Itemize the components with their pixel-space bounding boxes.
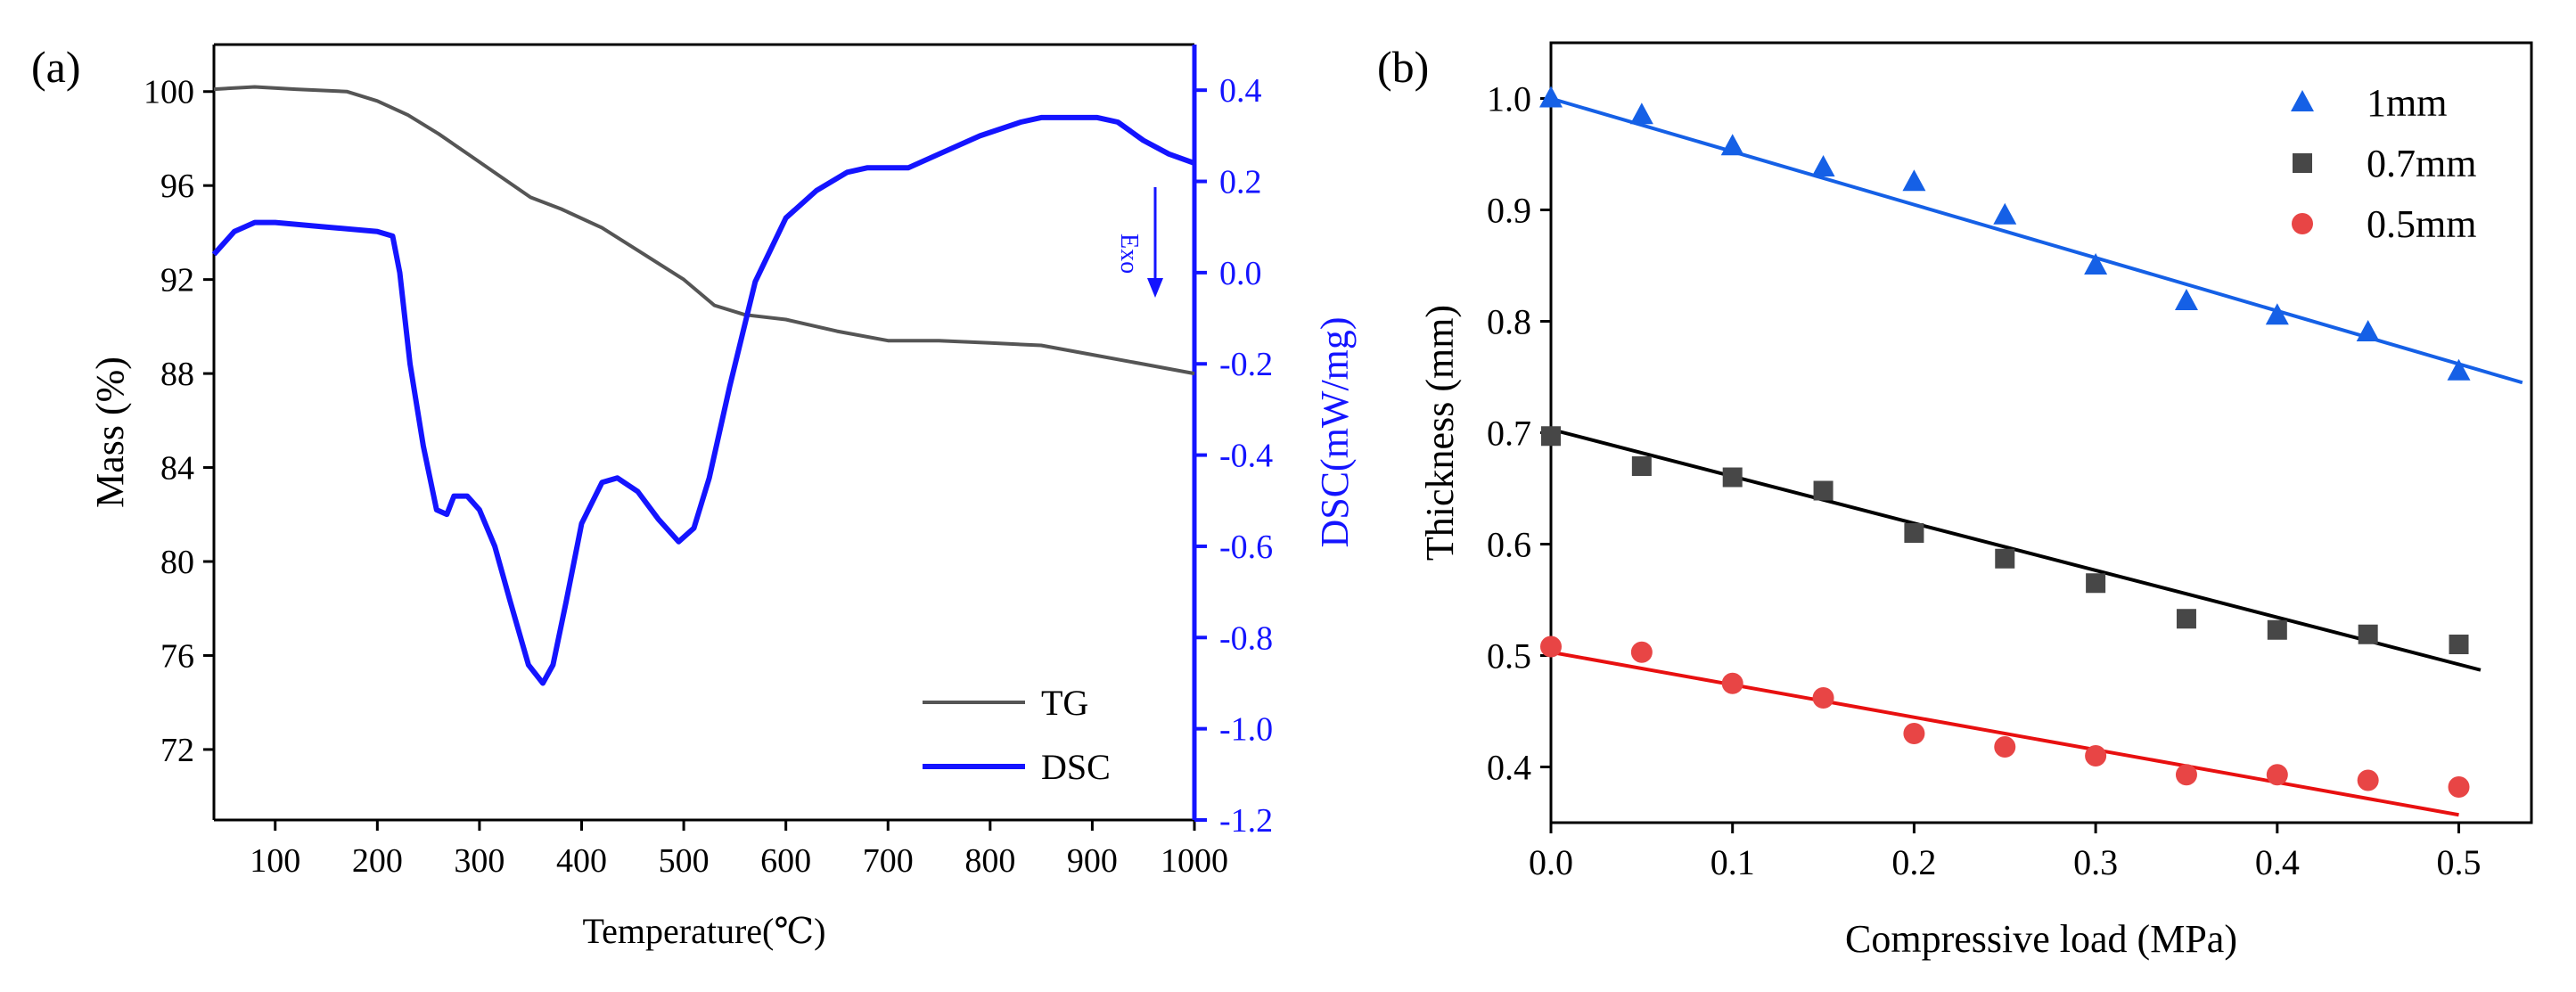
y2-tick-label: 0.4	[1219, 72, 1262, 110]
y-tick-label: 88	[160, 356, 194, 393]
data-point-0.5mm	[2357, 769, 2379, 791]
data-point-0.5mm	[1721, 672, 1743, 694]
x-axis-title: Compressive load (MPa)	[1845, 917, 2237, 961]
exo-annotation: Exo	[1115, 234, 1143, 274]
y2-tick-label: -1.2	[1219, 802, 1273, 840]
x-tick-label: 200	[352, 842, 403, 880]
y-tick-label: 1.0	[1487, 79, 1531, 119]
x-tick-label: 300	[454, 842, 505, 880]
y-tick-label: 0.9	[1487, 191, 1531, 231]
data-point-1mm	[1629, 102, 1653, 125]
y2-tick-label: -1.0	[1219, 711, 1273, 749]
data-point-0.7mm	[2449, 635, 2469, 654]
y-tick-label: 84	[160, 450, 194, 488]
x-tick-label: 0.5	[2437, 842, 2482, 882]
data-point-0.7mm	[2358, 624, 2378, 644]
panel-label-a: (a)	[31, 42, 81, 92]
data-point-0.7mm	[2267, 619, 2287, 640]
series-line-tg	[213, 85, 1195, 376]
data-point-0.7mm	[2086, 573, 2106, 594]
y-tick-label: 0.8	[1487, 302, 1531, 342]
x-tick-label: 0.4	[2255, 842, 2300, 882]
y-tick-label: 80	[160, 544, 194, 581]
data-point-0.7mm	[1631, 456, 1652, 476]
x-tick-label: 400	[556, 842, 607, 880]
y-tick-label: 76	[160, 637, 194, 675]
data-point-0.5mm	[1812, 687, 1834, 709]
x-tick-label: 100	[250, 842, 300, 880]
data-point-1mm	[2084, 253, 2108, 275]
x-tick-label: 0.3	[2073, 842, 2118, 882]
exo-arrow-head	[1147, 278, 1163, 298]
y2-tick-label: -0.2	[1219, 346, 1273, 383]
data-point-1mm	[1720, 134, 1744, 156]
data-point-1mm	[1902, 169, 1926, 192]
fit-line-0.5mm	[1550, 650, 2459, 817]
x-tick-label: 800	[964, 842, 1015, 880]
data-point-0.5mm	[1630, 641, 1653, 663]
x-tick-label: 0.1	[1710, 842, 1755, 882]
y2-tick-label: -0.8	[1219, 619, 1273, 657]
data-point-0.5mm	[1903, 723, 1925, 744]
y-axis-title: Mass (%)	[88, 357, 132, 508]
legend-label-0.7mm: 0.7mm	[2367, 142, 2476, 185]
x-axis-title: Temperature(℃)	[583, 911, 826, 951]
x-tick-label: 700	[863, 842, 914, 880]
legend-label-1mm: 1mm	[2367, 81, 2447, 125]
legend-marker-0.7mm	[2293, 153, 2312, 173]
data-point-0.5mm	[2448, 776, 2470, 798]
y-tick-label: 72	[160, 732, 194, 769]
x-tick-label: 1000	[1161, 842, 1228, 880]
y-tick-label: 100	[144, 74, 194, 111]
data-point-1mm	[1993, 202, 2017, 225]
data-point-0.7mm	[1813, 480, 1834, 501]
y-tick-label: 92	[160, 262, 194, 299]
data-point-0.5mm	[2266, 764, 2288, 786]
panel-b: (b) 0.0 0.1 0.2 0.3 0.4 0.5 0.4 0.5 0.6 0.7 0.8 0.9 1…	[1377, 41, 2533, 961]
legend-label-tg: TG	[1041, 683, 1088, 723]
panel-label-b: (b)	[1377, 42, 1429, 92]
y-tick-label: 0.4	[1487, 748, 1531, 788]
data-point-0.5mm	[2085, 745, 2107, 767]
y-axis-title: Thickness (mm)	[1418, 305, 1462, 561]
data-point-0.5mm	[1994, 736, 2016, 758]
legend-marker-0.5mm	[2292, 213, 2313, 234]
data-point-1mm	[2447, 358, 2471, 381]
x-tick-label: 600	[760, 842, 811, 880]
x-tick-label: 0.2	[1891, 842, 1936, 882]
x-tick-label: 900	[1067, 842, 1118, 880]
x-tick-label: 0.0	[1529, 842, 1573, 882]
data-point-0.7mm	[2176, 609, 2196, 629]
y2-tick-label: -0.4	[1219, 438, 1273, 475]
y-tick-label: 0.7	[1487, 414, 1531, 454]
data-point-1mm	[1811, 155, 1835, 176]
fit-line-0.7mm	[1550, 427, 2482, 672]
y2-axis-title: DSC(mW/mg)	[1313, 316, 1357, 547]
y2-tick-label: 0.2	[1219, 164, 1262, 201]
series-line-dsc	[211, 114, 1196, 686]
panel-a: (a) 100 200 300 400 500 600 700 800 900 1000 72 76 80…	[31, 42, 1357, 951]
y-tick-label: 96	[160, 168, 194, 205]
data-point-0.5mm	[2175, 764, 2197, 786]
legend-label-dsc: DSC	[1041, 747, 1111, 787]
data-point-1mm	[2356, 320, 2380, 341]
legend-label-0.5mm: 0.5mm	[2367, 202, 2476, 246]
data-point-1mm	[2174, 289, 2198, 310]
data-point-0.7mm	[1541, 426, 1561, 447]
data-point-1mm	[2265, 303, 2289, 325]
y2-tick-label: 0.0	[1219, 255, 1262, 292]
data-point-0.7mm	[1904, 523, 1924, 543]
x-tick-label: 500	[659, 842, 710, 880]
data-point-0.5mm	[1540, 635, 1562, 658]
data-point-1mm	[1539, 86, 1563, 108]
y-tick-label: 0.6	[1487, 525, 1531, 565]
y-tick-label: 0.5	[1487, 636, 1531, 676]
data-point-0.7mm	[1995, 548, 2015, 569]
data-point-0.7mm	[1722, 467, 1743, 488]
y2-tick-label: -0.6	[1219, 529, 1273, 566]
legend-marker-1mm	[2291, 90, 2314, 111]
